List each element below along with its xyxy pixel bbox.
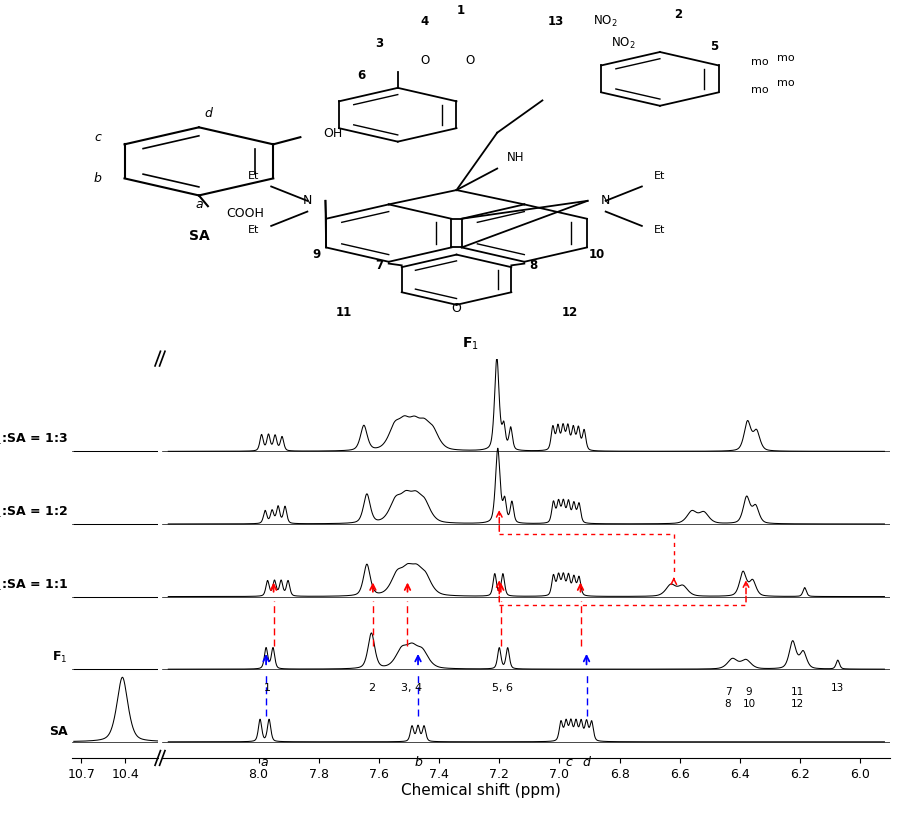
Text: 13: 13 xyxy=(547,15,563,28)
Text: F$_1$: F$_1$ xyxy=(461,336,478,352)
Text: F$_1$:SA = 1:1: F$_1$:SA = 1:1 xyxy=(0,578,68,593)
Text: b: b xyxy=(414,756,422,769)
Text: Et: Et xyxy=(654,171,665,181)
Text: mo: mo xyxy=(777,53,794,63)
Text: 2: 2 xyxy=(368,683,375,694)
Text: 7: 7 xyxy=(376,259,383,272)
Text: mo: mo xyxy=(749,86,768,95)
Text: c: c xyxy=(564,756,572,769)
Text: NO$_2$: NO$_2$ xyxy=(610,36,636,51)
Text: d: d xyxy=(204,107,211,120)
Text: 12: 12 xyxy=(561,306,577,319)
Text: OH: OH xyxy=(322,127,342,140)
Text: a: a xyxy=(195,198,202,211)
Text: 13: 13 xyxy=(830,683,843,694)
Text: 5: 5 xyxy=(709,40,718,53)
Text: N: N xyxy=(303,194,312,207)
Text: NO$_2$: NO$_2$ xyxy=(592,14,618,29)
Text: Et: Et xyxy=(247,225,258,235)
Text: NH: NH xyxy=(506,152,524,165)
Text: F$_1$: F$_1$ xyxy=(52,650,68,665)
Text: 12: 12 xyxy=(789,698,803,709)
Text: F$_1$:SA = 1:2: F$_1$:SA = 1:2 xyxy=(0,504,68,520)
Text: 2: 2 xyxy=(674,8,681,21)
Text: Chemical shift (ppm): Chemical shift (ppm) xyxy=(401,782,561,798)
Text: O: O xyxy=(452,302,461,315)
Text: O: O xyxy=(420,55,429,68)
Text: 5, 6: 5, 6 xyxy=(491,683,512,694)
Text: 11: 11 xyxy=(335,306,351,319)
Text: Et: Et xyxy=(654,225,665,235)
Text: COOH: COOH xyxy=(226,207,264,220)
Text: 4: 4 xyxy=(420,15,429,28)
Text: O: O xyxy=(465,55,474,68)
Text: 1: 1 xyxy=(457,4,464,17)
Text: 10: 10 xyxy=(588,249,604,261)
Text: 1: 1 xyxy=(264,683,271,694)
Text: Et: Et xyxy=(247,171,258,181)
Text: F$_1$:SA = 1:3: F$_1$:SA = 1:3 xyxy=(0,432,68,447)
Text: 3, 4: 3, 4 xyxy=(401,683,422,694)
Text: 9: 9 xyxy=(745,686,751,697)
Text: 3: 3 xyxy=(376,37,383,50)
Text: 11: 11 xyxy=(789,686,803,697)
Text: SA: SA xyxy=(189,229,209,243)
Text: SA: SA xyxy=(49,725,68,738)
Text: 9: 9 xyxy=(312,249,321,261)
Text: mo: mo xyxy=(777,78,794,88)
Text: 10: 10 xyxy=(741,698,755,709)
Text: N: N xyxy=(600,194,610,207)
Text: 8: 8 xyxy=(528,259,537,272)
Text: c: c xyxy=(94,130,101,143)
Text: 7: 7 xyxy=(724,686,731,697)
Text: 6: 6 xyxy=(357,69,366,82)
Text: a: a xyxy=(260,756,268,769)
Text: mo: mo xyxy=(749,56,768,67)
Text: b: b xyxy=(93,172,101,185)
Text: d: d xyxy=(582,756,590,769)
Text: 8: 8 xyxy=(724,698,731,709)
